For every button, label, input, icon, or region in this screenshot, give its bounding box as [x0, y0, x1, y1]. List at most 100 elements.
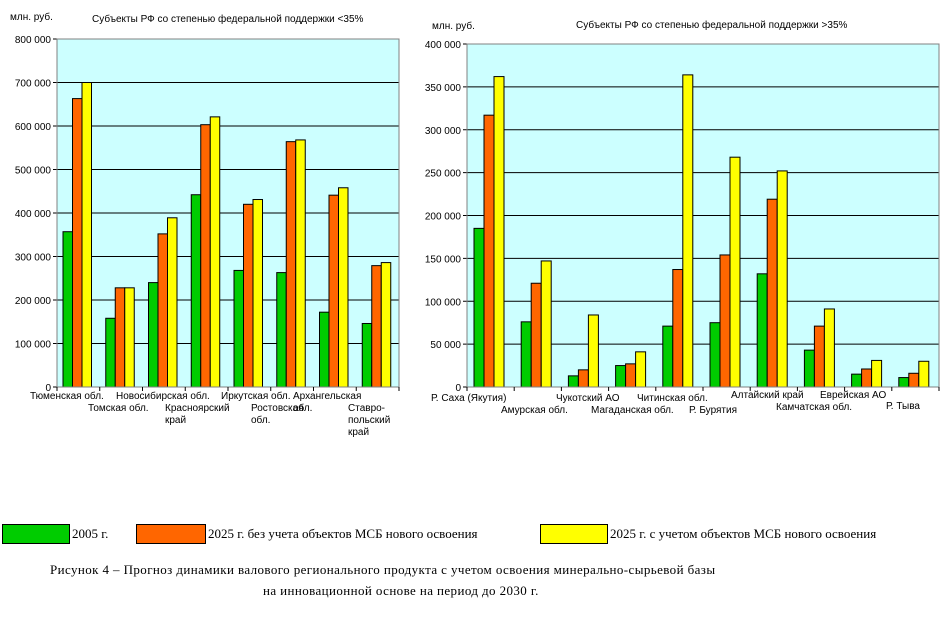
legend-label-2005: 2005 г.	[72, 526, 109, 541]
caption-line-2: на инновационной основе на период до 203…	[263, 583, 539, 598]
x-tick-label: Камчатская обл.	[776, 401, 852, 413]
y-tick-label: 300 000	[425, 126, 462, 137]
y-tick-label: 250 000	[425, 169, 462, 180]
bar	[200, 124, 211, 388]
x-tick-label: Ростовская обл.	[251, 403, 304, 426]
bar	[709, 322, 721, 388]
bar	[540, 260, 552, 388]
bar	[520, 321, 532, 388]
bar	[567, 375, 579, 388]
legend-label-2025-with: 2025 г. с учетом объектов МСБ нового осв…	[610, 526, 877, 541]
y-tick-label: 200 000	[15, 296, 52, 307]
bar	[252, 199, 263, 388]
bar	[918, 360, 930, 388]
y-tick-label: 200 000	[425, 212, 462, 223]
bar	[295, 139, 306, 388]
bar	[587, 314, 599, 388]
bar	[776, 170, 788, 388]
y-tick-label: 0	[455, 383, 461, 394]
chart-title: Субъекты РФ со степенью федеральной подд…	[576, 19, 848, 31]
bar	[908, 372, 920, 388]
bar	[285, 141, 297, 388]
bar	[473, 227, 485, 388]
x-tick-label: Томская обл.	[88, 402, 149, 414]
bar	[898, 377, 910, 388]
y-axis-label: млн. руб.	[10, 11, 53, 23]
y-tick-label: 350 000	[425, 83, 462, 94]
bar	[124, 287, 135, 388]
x-tick-label: Новосибирская обл.	[116, 390, 210, 402]
chart-title: Субъекты РФ со степенью федеральной подд…	[92, 13, 364, 25]
bar	[756, 273, 768, 388]
bar	[371, 265, 382, 388]
x-tick-label: Иркутская обл.	[221, 390, 291, 402]
bar	[662, 325, 674, 388]
bar	[81, 82, 92, 388]
x-tick-label: Р. Бурятия	[689, 405, 737, 416]
x-tick-label: Чукотский АО	[556, 393, 620, 404]
y-tick-label: 50 000	[430, 340, 461, 351]
legend-swatch-2025-without	[136, 524, 206, 544]
bar	[861, 368, 873, 388]
y-tick-label: 500 000	[15, 166, 52, 177]
bar	[380, 262, 392, 388]
x-tick-label: Еврейская АО	[820, 390, 886, 401]
y-tick-label: 100 000	[15, 340, 52, 351]
bar	[672, 269, 684, 388]
bar	[361, 322, 373, 388]
chart-left: 0 100 000 200 000 300 000 400 000 500 000 600 …	[10, 11, 400, 438]
bar	[530, 282, 542, 388]
bar	[766, 198, 778, 388]
bar	[483, 114, 495, 388]
bar	[148, 282, 159, 388]
bar	[729, 156, 741, 388]
bar	[493, 76, 505, 388]
bar	[625, 363, 637, 388]
x-tick-label: Амурская обл.	[501, 404, 568, 416]
x-tick-label: Читинская обл.	[637, 392, 708, 404]
bar	[190, 194, 202, 388]
y-tick-label: 400 000	[425, 40, 462, 51]
bar	[319, 311, 330, 388]
bar	[823, 308, 835, 388]
y-axis-label: млн. руб.	[432, 20, 475, 32]
bar	[72, 98, 83, 388]
bar	[719, 254, 731, 388]
y-tick-label: 700 000	[15, 79, 52, 90]
bar	[209, 116, 221, 388]
legend-label-2025-without: 2025 г. без учета объектов МСБ нового ос…	[208, 526, 478, 541]
x-tick-label: Тюменская обл.	[30, 390, 104, 402]
x-tick-label: Магаданская обл.	[591, 404, 674, 416]
bar	[233, 269, 244, 388]
bar	[157, 233, 168, 388]
bar	[813, 325, 825, 388]
y-tick-label: 400 000	[15, 209, 52, 220]
x-tick-label: Красноярский край	[165, 403, 230, 426]
bar	[577, 369, 589, 388]
x-tick-label: Алтайский край	[731, 390, 804, 401]
bar	[851, 373, 863, 388]
x-tick-label: Р. Саха (Якутия)	[431, 393, 506, 404]
y-tick-label: 600 000	[15, 122, 52, 133]
y-tick-label: 300 000	[15, 253, 52, 264]
legend-swatch-2005	[2, 524, 70, 544]
bar	[243, 203, 254, 388]
chart-right: 0 50 000 100 000 150 000 200 000 250 000 300 0…	[425, 19, 940, 416]
y-tick-label: 150 000	[425, 254, 462, 265]
bar	[635, 351, 647, 388]
legend-swatch-2025-with	[540, 524, 608, 544]
y-tick-label: 0	[45, 383, 51, 394]
bar	[62, 231, 73, 388]
x-tick-label: Ставро-польский край	[348, 403, 390, 438]
bar	[871, 359, 883, 388]
bar	[276, 272, 287, 388]
bar	[615, 365, 627, 388]
bar	[114, 287, 126, 388]
bar	[338, 187, 349, 388]
bar	[682, 74, 694, 388]
x-tick-label: Архангельская обл.	[293, 391, 361, 414]
caption-line-1: Рисунок 4 – Прогноз динамики валового ре…	[50, 562, 716, 577]
bar	[803, 349, 815, 388]
bar	[105, 317, 116, 388]
